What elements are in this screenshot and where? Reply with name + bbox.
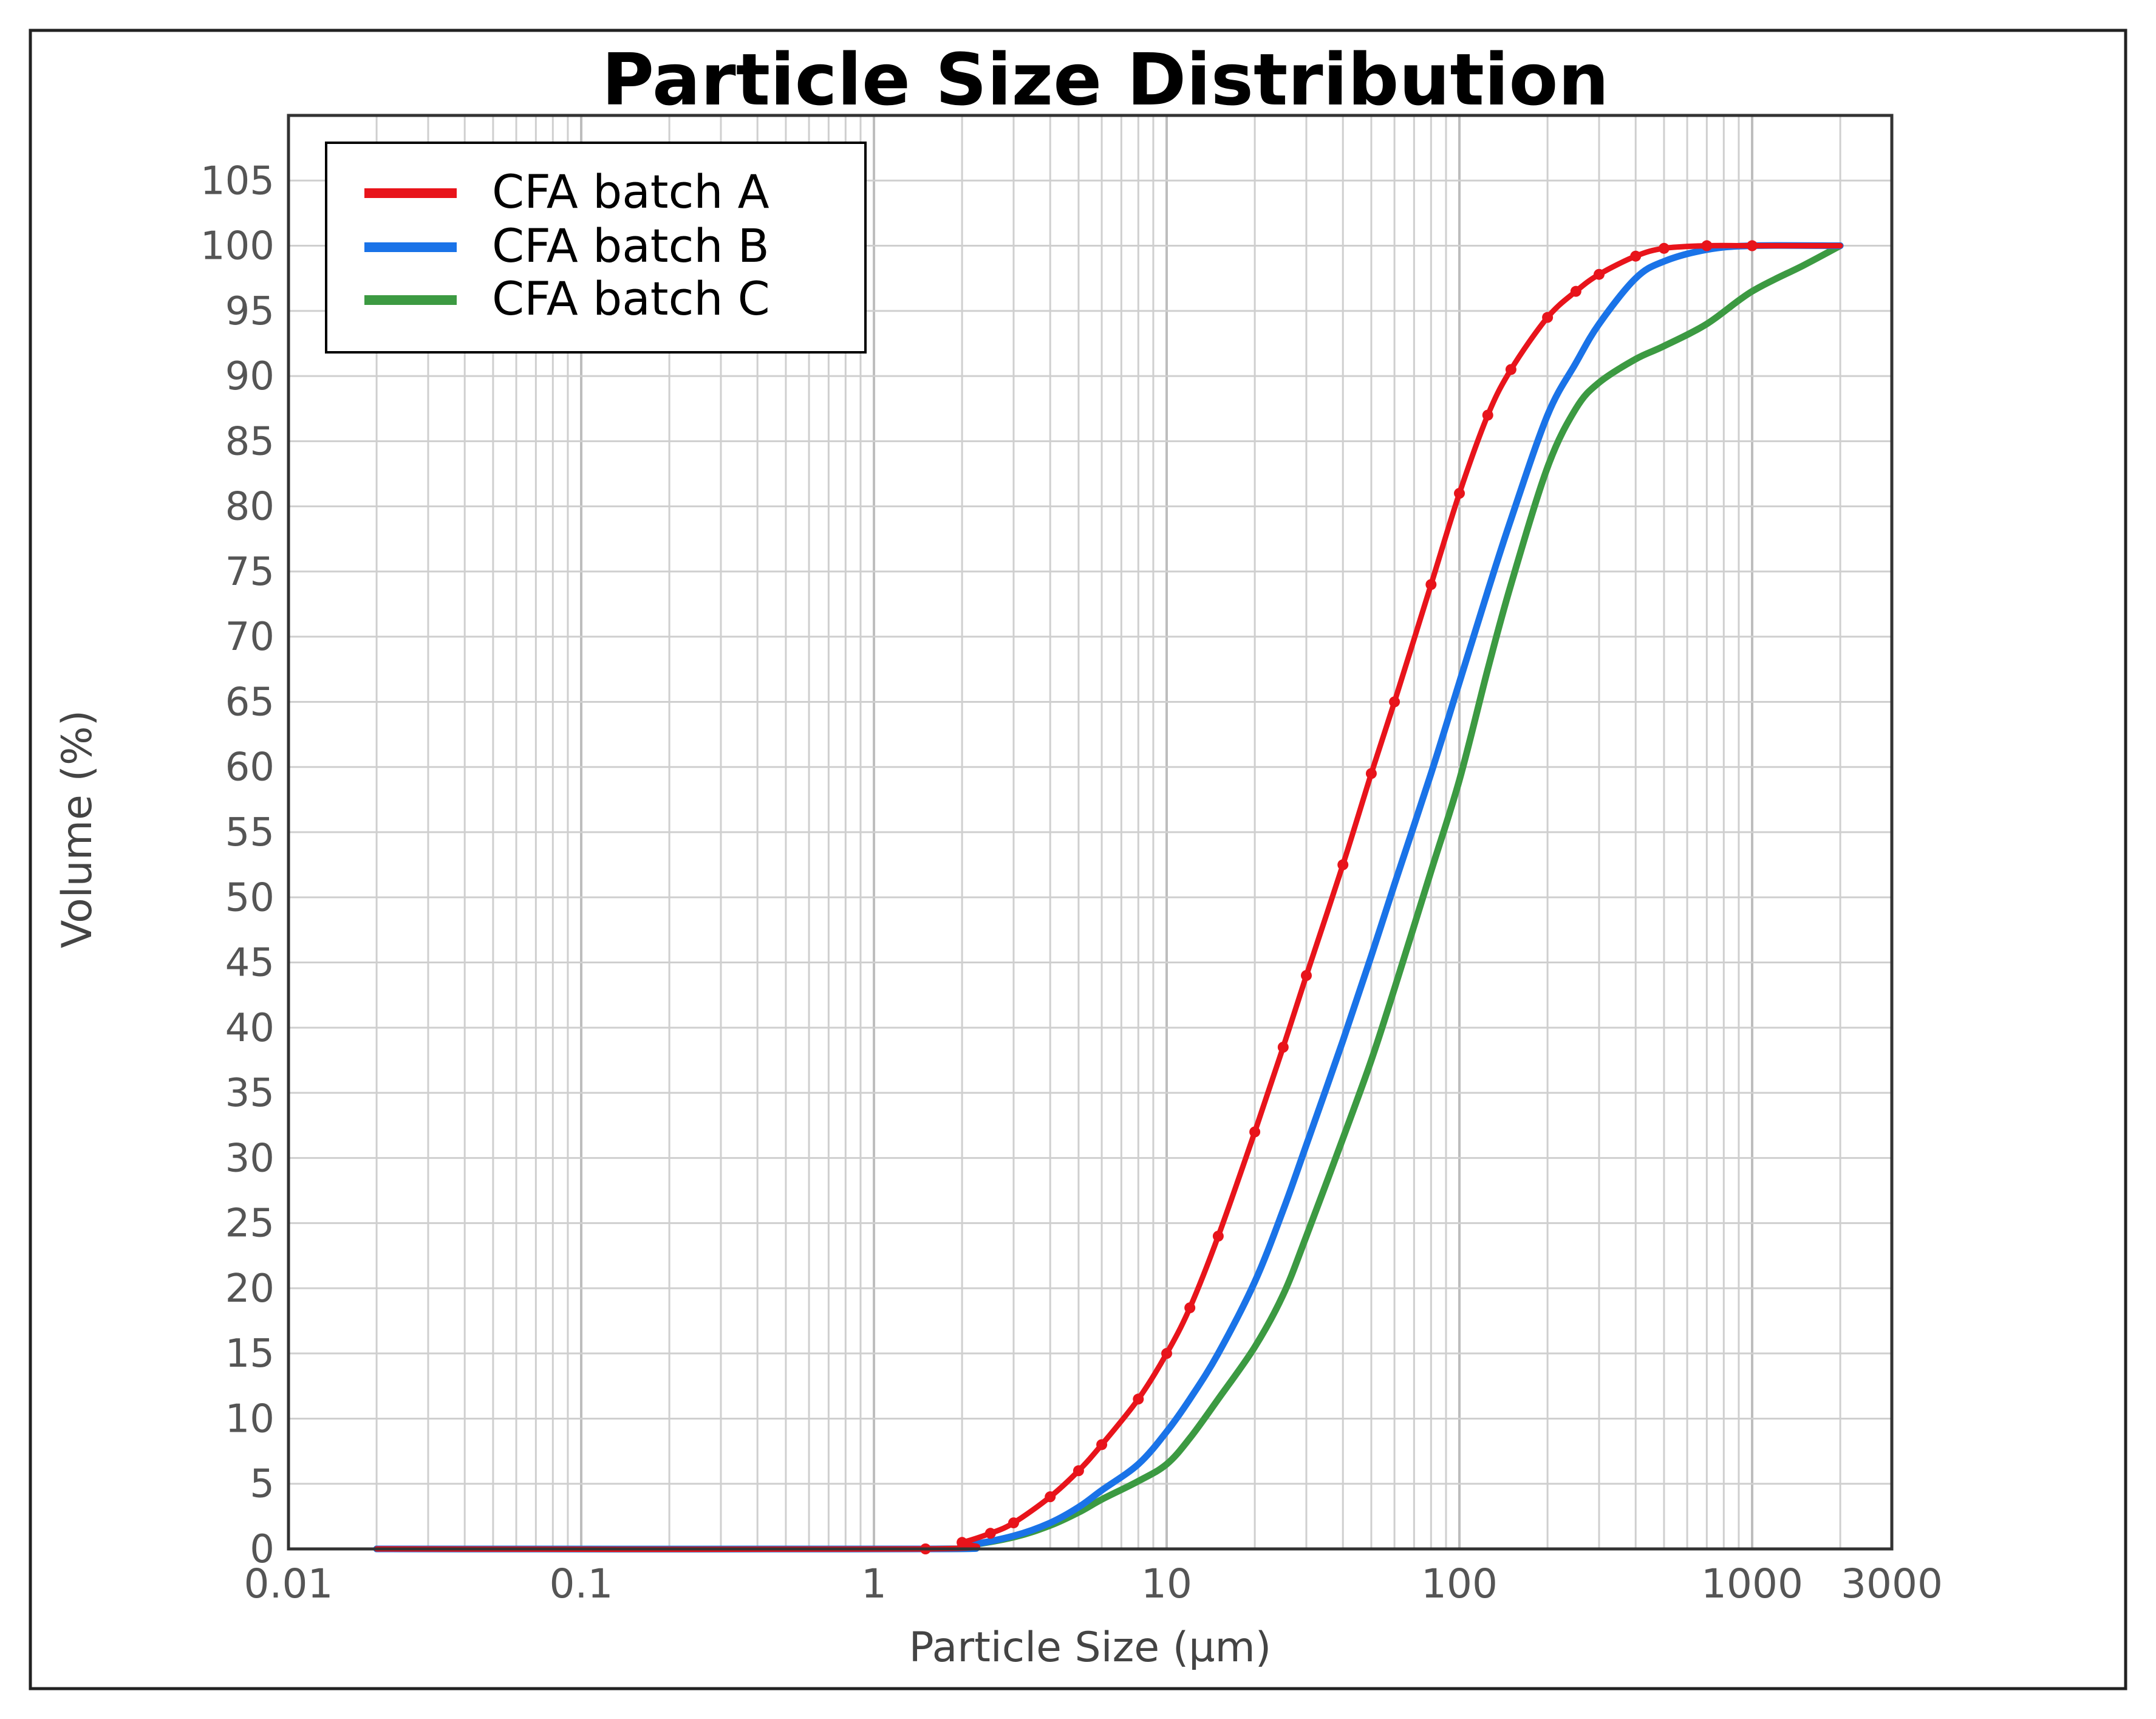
y-tick-label: 80 bbox=[225, 485, 275, 530]
x-tick-label: 1 bbox=[861, 1560, 887, 1607]
legend-label-c: CFA batch C bbox=[492, 272, 770, 326]
y-tick-label: 40 bbox=[225, 1006, 275, 1051]
data-point-batch-a bbox=[1630, 250, 1642, 262]
y-tick-label: 70 bbox=[225, 615, 275, 660]
y-tick-label: 65 bbox=[225, 680, 275, 725]
y-tick-label: 35 bbox=[225, 1071, 275, 1116]
data-point-batch-a bbox=[1701, 240, 1713, 251]
data-point-batch-a bbox=[1045, 1491, 1056, 1503]
x-tick-label: 1000 bbox=[1701, 1560, 1803, 1607]
y-tick-label: 25 bbox=[225, 1201, 275, 1246]
y-tick-label: 75 bbox=[225, 550, 275, 595]
plot-frame bbox=[287, 114, 1894, 1551]
data-point-batch-a bbox=[1337, 859, 1349, 870]
x-tick-label: 0.01 bbox=[244, 1560, 333, 1607]
data-point-batch-a bbox=[1482, 409, 1493, 421]
data-point-batch-a bbox=[1133, 1393, 1144, 1405]
x-tick-label: 10 bbox=[1141, 1560, 1192, 1607]
data-point-batch-a bbox=[1505, 364, 1516, 375]
figure-frame bbox=[29, 29, 2127, 1690]
data-point-batch-a bbox=[1008, 1517, 1019, 1529]
y-axis-label: Volume (%) bbox=[53, 710, 101, 948]
data-point-batch-a bbox=[1542, 312, 1554, 323]
y-tick-label: 50 bbox=[225, 875, 275, 920]
y-tick-label: 15 bbox=[225, 1331, 275, 1376]
series-line-batch-b bbox=[373, 242, 1844, 1553]
data-point-batch-a bbox=[1249, 1126, 1261, 1138]
data-point-batch-a bbox=[1161, 1348, 1173, 1359]
x-axis-label: Particle Size (µm) bbox=[909, 1624, 1272, 1672]
y-tick-label: 45 bbox=[225, 941, 275, 986]
x-tick-label: 100 bbox=[1421, 1560, 1498, 1607]
y-tick-label: 0 bbox=[250, 1527, 275, 1572]
x-tick-label: 0.1 bbox=[550, 1560, 613, 1607]
data-point-batch-a bbox=[1570, 285, 1581, 297]
chart-title: Particle Size Distribution bbox=[602, 38, 1609, 121]
y-tick-label: 60 bbox=[225, 745, 275, 790]
x-tick-label: 3000 bbox=[1841, 1560, 1943, 1607]
data-point-batch-a bbox=[1096, 1439, 1108, 1451]
data-point-batch-a bbox=[984, 1528, 996, 1539]
data-point-batch-a bbox=[1425, 579, 1437, 590]
data-point-batch-a bbox=[1184, 1302, 1196, 1314]
legend: CFA batch A CFA batch B CFA batch C bbox=[325, 142, 867, 354]
data-point-batch-a bbox=[1389, 696, 1400, 708]
y-tick-label: 105 bbox=[200, 159, 275, 203]
data-point-batch-a bbox=[1212, 1231, 1224, 1242]
y-tick-label: 95 bbox=[225, 289, 275, 334]
data-point-batch-a bbox=[1300, 970, 1312, 981]
y-tick-label: 55 bbox=[225, 810, 275, 855]
data-point-batch-a bbox=[1658, 242, 1670, 254]
y-tick-label: 5 bbox=[250, 1462, 275, 1507]
y-tick-label: 20 bbox=[225, 1266, 275, 1311]
y-tick-label: 90 bbox=[225, 354, 275, 399]
y-tick-label: 10 bbox=[225, 1396, 275, 1441]
y-tick-label: 30 bbox=[225, 1136, 275, 1181]
series-layer bbox=[373, 240, 1844, 1554]
y-tick-label: 100 bbox=[200, 224, 275, 269]
data-point-batch-a bbox=[1073, 1465, 1084, 1477]
data-point-batch-a bbox=[1277, 1042, 1289, 1053]
data-point-batch-a bbox=[957, 1537, 968, 1548]
data-point-batch-a bbox=[1454, 488, 1465, 499]
data-point-batch-a bbox=[1747, 240, 1758, 251]
x-axis-ticks: 0.01 0.1 1 10 100 1000 3000 bbox=[244, 1560, 1943, 1607]
legend-label-a: CFA batch A bbox=[492, 165, 769, 219]
legend-label-b: CFA batch B bbox=[492, 219, 769, 273]
y-axis-ticks: 0 5 10 15 20 25 30 35 40 45 50 55 60 65 70 75 80 85 90 95 10… bbox=[200, 159, 275, 1572]
data-point-batch-a bbox=[1593, 268, 1605, 280]
y-tick-label: 85 bbox=[225, 419, 275, 464]
data-point-batch-a bbox=[1365, 768, 1377, 779]
